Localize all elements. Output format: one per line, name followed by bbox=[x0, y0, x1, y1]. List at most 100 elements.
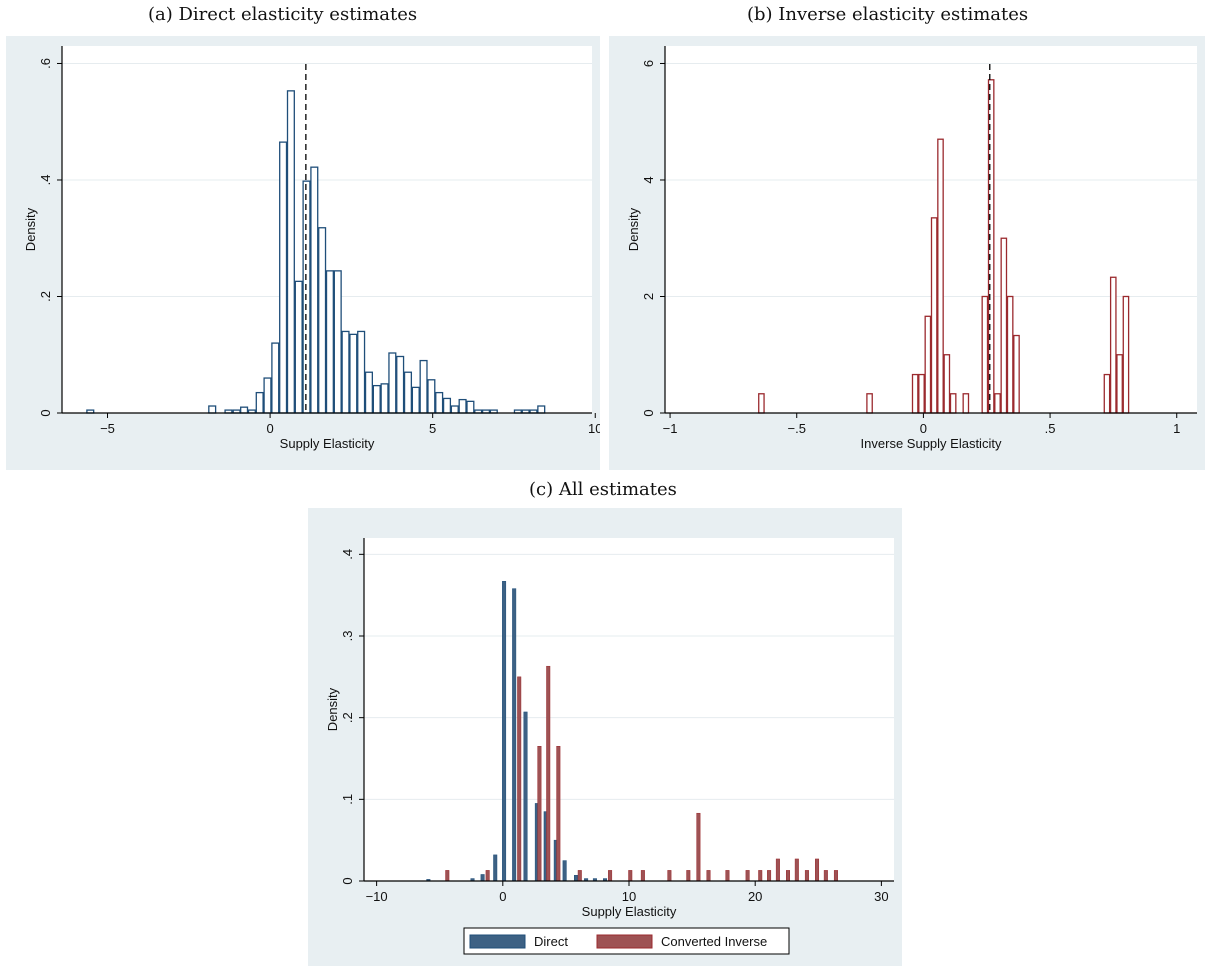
x-tick-label: −1 bbox=[663, 421, 678, 436]
bar-converted-inverse bbox=[517, 676, 522, 882]
chart-c-svg: 0 .1 .2 .3 .4 −10 0 10 20 30 Supply Elasticity Dens… bbox=[325, 538, 894, 955]
bar-converted-inverse bbox=[758, 870, 763, 882]
histogram-bar bbox=[388, 352, 397, 414]
bar-direct bbox=[574, 875, 578, 882]
histogram-bar bbox=[302, 180, 311, 414]
histogram-bar bbox=[427, 379, 436, 414]
x-axis-label: Supply Elasticity bbox=[582, 904, 677, 919]
bar-converted-inverse bbox=[745, 870, 750, 882]
bar-converted-inverse bbox=[775, 858, 780, 882]
histogram-bar bbox=[341, 330, 350, 414]
y-tick-label: 0 bbox=[38, 409, 53, 416]
caption-c: (c) All estimates bbox=[529, 479, 677, 500]
bar-converted-inverse bbox=[640, 870, 645, 882]
y-axis-label: Density bbox=[23, 207, 38, 251]
histogram-bar bbox=[333, 270, 342, 414]
bar-direct bbox=[512, 588, 517, 882]
histogram-bar bbox=[396, 355, 405, 414]
histogram-bar bbox=[255, 391, 264, 414]
histogram-bar bbox=[240, 406, 249, 414]
x-axis-label: Supply Elasticity bbox=[280, 436, 375, 451]
y-tick-label: .2 bbox=[340, 712, 355, 723]
bar-converted-inverse bbox=[546, 665, 551, 882]
x-tick-label: −10 bbox=[366, 889, 388, 904]
histogram-bar bbox=[758, 393, 765, 414]
bar-converted-inverse bbox=[786, 870, 790, 882]
histogram-bar bbox=[372, 384, 381, 414]
histogram-bar bbox=[450, 405, 459, 414]
histogram-bar bbox=[1122, 295, 1130, 414]
bar-direct bbox=[480, 874, 485, 882]
bar-converted-inverse bbox=[725, 870, 730, 882]
histogram-bar bbox=[349, 333, 358, 414]
y-tick-label: .3 bbox=[340, 631, 355, 642]
histogram-bar bbox=[1103, 373, 1111, 414]
bar-converted-inverse bbox=[767, 870, 772, 882]
x-tick-label: 20 bbox=[748, 889, 762, 904]
histogram-bar bbox=[1109, 276, 1117, 414]
bar-converted-inverse bbox=[696, 812, 701, 882]
histogram-bar bbox=[911, 373, 919, 414]
histogram-bar bbox=[263, 377, 272, 414]
x-tick-label: 0 bbox=[266, 421, 273, 436]
histogram-bar bbox=[994, 393, 1001, 414]
legend-label-converted-inverse: Converted Inverse bbox=[661, 934, 767, 949]
histogram-bar bbox=[310, 166, 319, 414]
bar-converted-inverse bbox=[804, 870, 809, 882]
y-tick-label: 0 bbox=[641, 409, 656, 416]
histogram-bar bbox=[419, 359, 428, 414]
histogram-bar bbox=[458, 398, 467, 414]
x-tick-label: −5 bbox=[100, 421, 115, 436]
x-tick-label: 30 bbox=[874, 889, 888, 904]
histogram-bar bbox=[208, 405, 217, 414]
caption-b: (b) Inverse elasticity estimates bbox=[747, 4, 1029, 25]
histogram-bar bbox=[949, 393, 957, 414]
chart-b-svg: 0 2 4 6 −1 −.5 0 .5 1 Inverse Supply Elasticity De… bbox=[626, 46, 1197, 451]
x-tick-label: −.5 bbox=[788, 421, 806, 436]
histogram-bar bbox=[325, 270, 334, 414]
x-tick-label: 5 bbox=[429, 421, 436, 436]
bar-converted-inverse bbox=[667, 870, 672, 882]
histogram-bar bbox=[924, 315, 932, 414]
bar-converted-inverse bbox=[577, 870, 582, 882]
y-tick-label: 4 bbox=[641, 176, 656, 183]
y-tick-label: 2 bbox=[641, 293, 656, 300]
bar-converted-inverse bbox=[608, 870, 613, 882]
y-tick-label: 6 bbox=[641, 60, 656, 67]
bar-converted-inverse bbox=[706, 870, 711, 882]
chart-panel-a: 0 .2 .4 .6 −5 0 5 10 Supply Elasticity Density bbox=[6, 36, 602, 470]
histogram-bar bbox=[1006, 295, 1014, 414]
histogram-bar bbox=[318, 227, 327, 414]
x-tick-label: 1 bbox=[1173, 421, 1180, 436]
histogram-bar bbox=[442, 397, 452, 414]
bar-direct bbox=[523, 711, 528, 882]
y-tick-label: 0 bbox=[340, 877, 355, 884]
histogram-bar bbox=[943, 354, 951, 414]
bar-direct bbox=[502, 581, 507, 882]
bar-converted-inverse bbox=[833, 870, 838, 882]
y-axis-label: Density bbox=[325, 687, 340, 731]
histogram-bar bbox=[364, 371, 373, 414]
histogram-bar bbox=[271, 342, 280, 414]
plot-area bbox=[364, 538, 894, 881]
chart-panel-c: 0 .1 .2 .3 .4 −10 0 10 20 30 Supply Elasticity Dens… bbox=[308, 508, 902, 966]
y-tick-label: .6 bbox=[38, 58, 53, 69]
histogram-bar bbox=[1013, 334, 1020, 414]
histogram-bar bbox=[411, 386, 420, 414]
bar-converted-inverse bbox=[485, 870, 490, 882]
bar-direct bbox=[493, 854, 498, 882]
x-tick-label: .5 bbox=[1045, 421, 1056, 436]
legend-swatch-direct bbox=[469, 934, 526, 949]
histogram-bar bbox=[357, 330, 366, 414]
bar-converted-inverse bbox=[537, 746, 542, 882]
bar-converted-inverse bbox=[628, 870, 633, 882]
histogram-bar bbox=[918, 373, 925, 414]
histogram-bar bbox=[1000, 237, 1008, 414]
chart-panel-b: 0 2 4 6 −1 −.5 0 .5 1 Inverse Supply Elasticity De… bbox=[609, 36, 1205, 470]
histogram-bar bbox=[1116, 354, 1123, 414]
x-tick-label: 0 bbox=[499, 889, 506, 904]
y-tick-label: .4 bbox=[38, 175, 53, 186]
bar-converted-inverse bbox=[815, 858, 820, 882]
histogram-bar bbox=[380, 383, 389, 414]
histogram-bar bbox=[286, 90, 295, 414]
